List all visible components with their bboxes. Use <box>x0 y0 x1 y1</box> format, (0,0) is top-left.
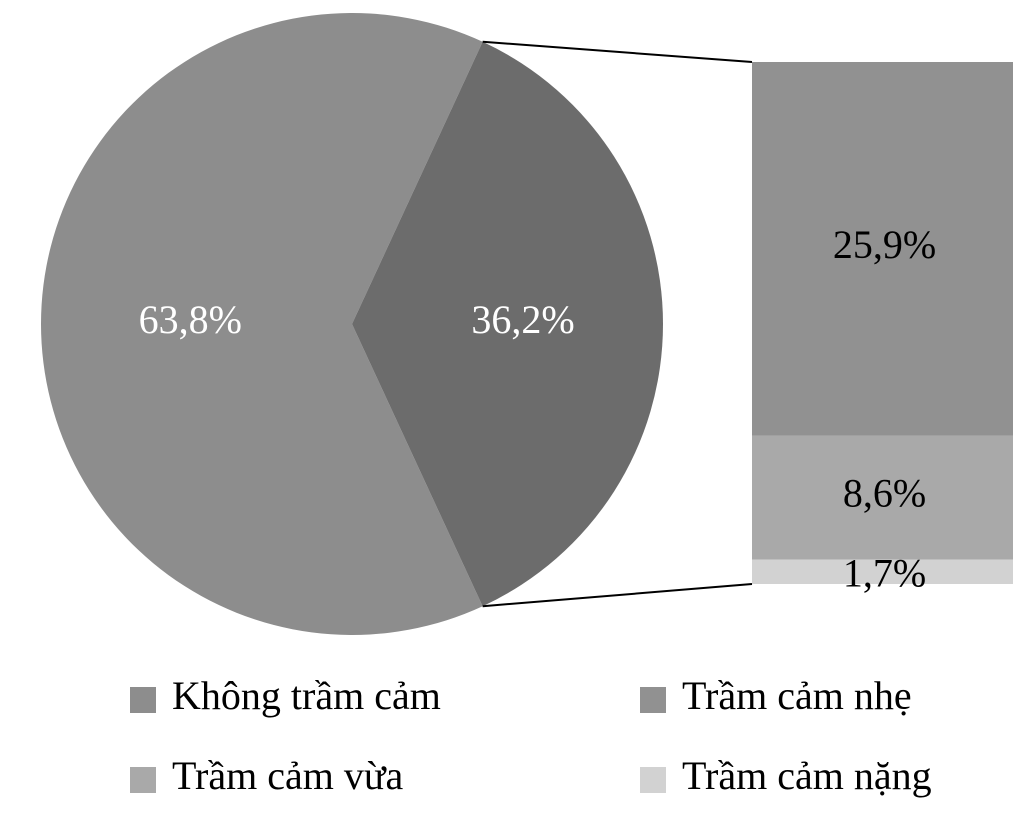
legend-swatch <box>640 687 666 713</box>
legend-swatch <box>640 767 666 793</box>
legend-label: Trầm cảm nặng <box>682 753 932 798</box>
bar-segment <box>752 559 1013 584</box>
pie-slice <box>40 12 483 636</box>
pie-slice <box>352 41 663 607</box>
legend-swatch <box>130 687 156 713</box>
data-label: 8,6% <box>843 471 926 516</box>
data-label: 25,9% <box>833 222 936 267</box>
data-label: 36,2% <box>471 297 574 342</box>
legend-swatch <box>130 767 156 793</box>
data-label: 1,7% <box>843 551 926 596</box>
bar-segment <box>752 435 1013 560</box>
legend-label: Trầm cảm nhẹ <box>682 673 912 718</box>
legend-label: Không trầm cảm <box>172 673 441 718</box>
connector <box>482 40 753 63</box>
connector <box>482 583 753 608</box>
legend-label: Trầm cảm vừa <box>172 753 404 798</box>
bar-segment <box>752 62 1013 436</box>
data-label: 63,8% <box>139 297 242 342</box>
